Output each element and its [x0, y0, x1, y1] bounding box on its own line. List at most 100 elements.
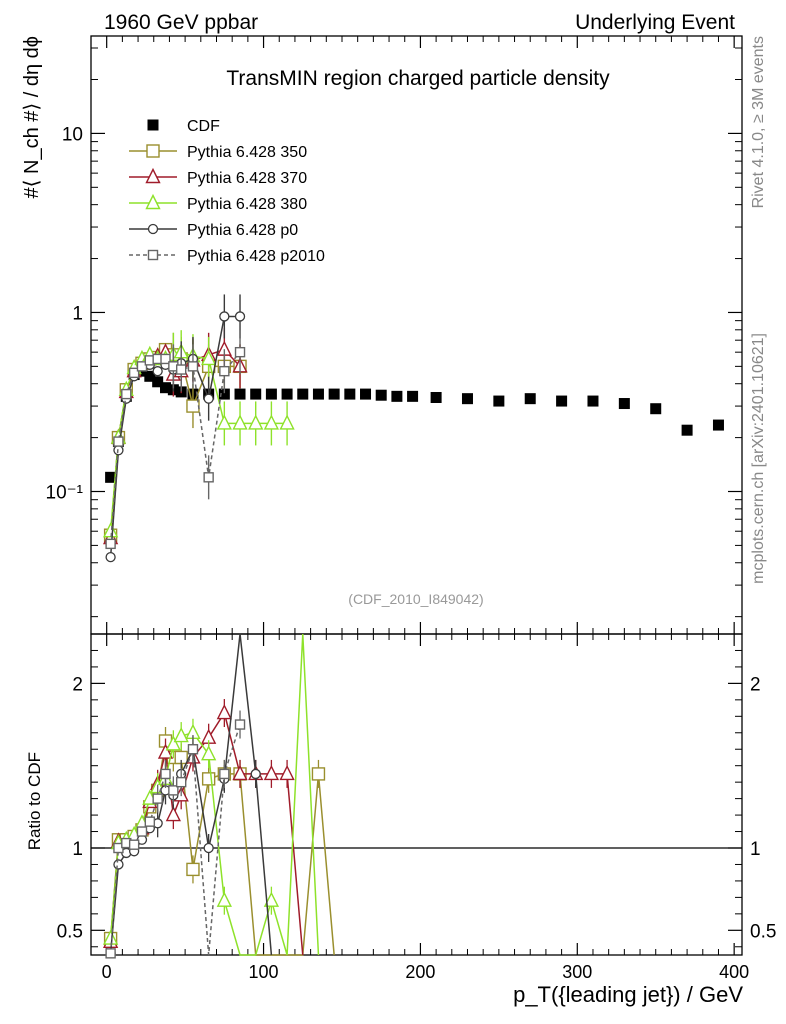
ratio-point-pythia-6-428-370 — [232, 764, 248, 781]
ratio-point-pythia-6-428-380 — [201, 745, 217, 761]
bottom-panel-series — [102, 633, 335, 959]
point-pythia-6-428-p0 — [105, 551, 116, 563]
point-cdf — [160, 382, 172, 394]
ratio-point-pythia-6-428-370 — [263, 764, 280, 781]
ratio-point-pythia-6-428-p2010 — [105, 948, 116, 959]
legend-marker-pythia-6-428-350 — [146, 144, 160, 158]
y-tick-label: 10⁻¹ — [46, 483, 84, 504]
point-pythia-6-428-380 — [248, 414, 264, 430]
point-pythia-6-428-p0 — [152, 366, 163, 377]
point-cdf — [407, 390, 419, 402]
point-cdf — [312, 388, 324, 400]
legend-label-pythia-6-428-p2010: Pythia 6.428 p2010 — [187, 248, 325, 265]
point-cdf — [297, 388, 309, 400]
rivet-label: Rivet 4.1.0, ≥ 3M events — [750, 36, 767, 208]
ratio-point-pythia-6-428-p0 — [113, 859, 124, 870]
ratio-point-pythia-6-428-p2010 — [168, 785, 179, 796]
point-cdf — [681, 424, 693, 436]
point-cdf — [328, 388, 340, 400]
legend-label-pythia-6-428-370: Pythia 6.428 370 — [187, 170, 307, 187]
ratio-tick-label-right: 1 — [750, 839, 761, 860]
ratio-point-pythia-6-428-350 — [311, 767, 326, 781]
point-cdf — [493, 395, 505, 407]
x-tick-label: 0 — [102, 962, 112, 982]
header-right: Underlying Event — [575, 11, 735, 34]
point-cdf — [391, 390, 403, 402]
ratio-point-pythia-6-428-370 — [279, 764, 295, 781]
x-tick-label: 300 — [562, 962, 592, 982]
header-left: 1960 GeV ppbar — [104, 11, 258, 34]
point-pythia-6-428-350 — [186, 399, 200, 413]
analysis-tag: (CDF_2010_I849042) — [348, 591, 483, 607]
y-axis-label-top: #⟨ N_ch #⟩ / dη dϕ — [21, 36, 43, 198]
point-cdf — [461, 393, 473, 405]
ratio-point-pythia-6-428-350 — [201, 772, 216, 786]
point-pythia-6-428-p2010 — [128, 367, 140, 379]
point-cdf — [618, 398, 630, 410]
legend-label-pythia-6-428-p0: Pythia 6.428 p0 — [187, 222, 298, 239]
point-pythia-6-428-p2010 — [136, 361, 148, 372]
point-pythia-6-428-380 — [201, 349, 217, 366]
point-cdf — [250, 388, 262, 400]
ratio-point-pythia-6-428-p2010 — [187, 744, 199, 755]
point-cdf — [524, 393, 536, 405]
point-cdf — [105, 471, 117, 483]
point-cdf — [650, 403, 662, 415]
ratio-point-pythia-6-428-p2010 — [128, 839, 140, 850]
ratio-line-pythia-6-428-380 — [109, 633, 320, 956]
ratio-point-pythia-6-428-p2010 — [234, 719, 246, 730]
point-pythia-6-428-p0 — [219, 311, 230, 322]
point-pythia-6-428-380 — [216, 414, 232, 430]
point-pythia-6-428-380 — [263, 414, 280, 430]
legend-label-pythia-6-428-350: Pythia 6.428 350 — [187, 144, 307, 161]
point-cdf — [556, 395, 568, 407]
point-pythia-6-428-p0 — [203, 393, 214, 404]
mcplots-label: mcplots.cern.ch [arXiv:2401.10621] — [750, 333, 767, 584]
ratio-point-pythia-6-428-p0 — [203, 842, 214, 854]
legend: CDF Pythia 6.428 350 Pythia 6.428 370 Pythi… — [129, 118, 325, 265]
ratio-point-pythia-6-428-350 — [186, 862, 200, 877]
point-pythia-6-428-p2010 — [121, 388, 132, 400]
ratio-point-pythia-6-428-380 — [216, 891, 232, 907]
legend-label-pythia-6-428-380: Pythia 6.428 380 — [187, 196, 307, 213]
x-axis-label: p_T({leading jet}) / GeV — [513, 982, 743, 1007]
bottom-panel-frame — [90, 633, 743, 956]
ratio-point-pythia-6-428-380 — [263, 891, 280, 907]
x-tick-label: 200 — [405, 962, 435, 982]
ratio-point-pythia-6-428-p2010 — [152, 793, 163, 804]
ratio-point-pythia-6-428-p2010 — [175, 776, 187, 788]
point-cdf — [234, 388, 246, 400]
point-cdf — [144, 370, 156, 382]
point-pythia-6-428-p2010 — [203, 472, 214, 483]
point-pythia-6-428-p2010 — [175, 364, 187, 375]
point-cdf — [587, 395, 599, 407]
ratio-point-pythia-6-428-p2010 — [219, 768, 230, 780]
y-tick-label: 1 — [72, 303, 83, 324]
point-pythia-6-428-p2010 — [113, 436, 124, 447]
legend-marker-pythia-6-428-380 — [145, 193, 161, 210]
ratio-tick-label-right: 2 — [750, 674, 761, 695]
legend-marker-cdf — [147, 119, 159, 131]
legend-marker-pythia-6-428-p2010 — [147, 249, 159, 261]
ratio-point-pythia-6-428-370 — [165, 806, 181, 822]
point-cdf — [344, 388, 356, 400]
legend-marker-pythia-6-428-370 — [145, 167, 161, 184]
legend-marker-pythia-6-428-p0 — [147, 223, 159, 235]
ratio-point-pythia-6-428-370 — [216, 703, 232, 720]
ratio-point-pythia-6-428-p2010 — [144, 816, 156, 827]
legend-label-cdf: CDF — [187, 118, 220, 135]
point-pythia-6-428-p2010 — [160, 353, 171, 365]
point-cdf — [152, 376, 164, 388]
ratio-point-pythia-6-428-380 — [165, 735, 181, 751]
x-tick-label: 400 — [719, 962, 749, 982]
x-tick-label: 100 — [249, 962, 279, 982]
ratio-point-pythia-6-428-p2010 — [136, 826, 148, 837]
ratio-point-pythia-6-428-p0 — [250, 768, 261, 780]
point-pythia-6-428-p2010 — [187, 361, 199, 372]
point-cdf — [265, 388, 277, 400]
point-cdf — [712, 419, 724, 431]
point-cdf — [430, 391, 442, 403]
point-pythia-6-428-p2010 — [105, 538, 116, 550]
point-pythia-6-428-p2010 — [219, 365, 230, 377]
